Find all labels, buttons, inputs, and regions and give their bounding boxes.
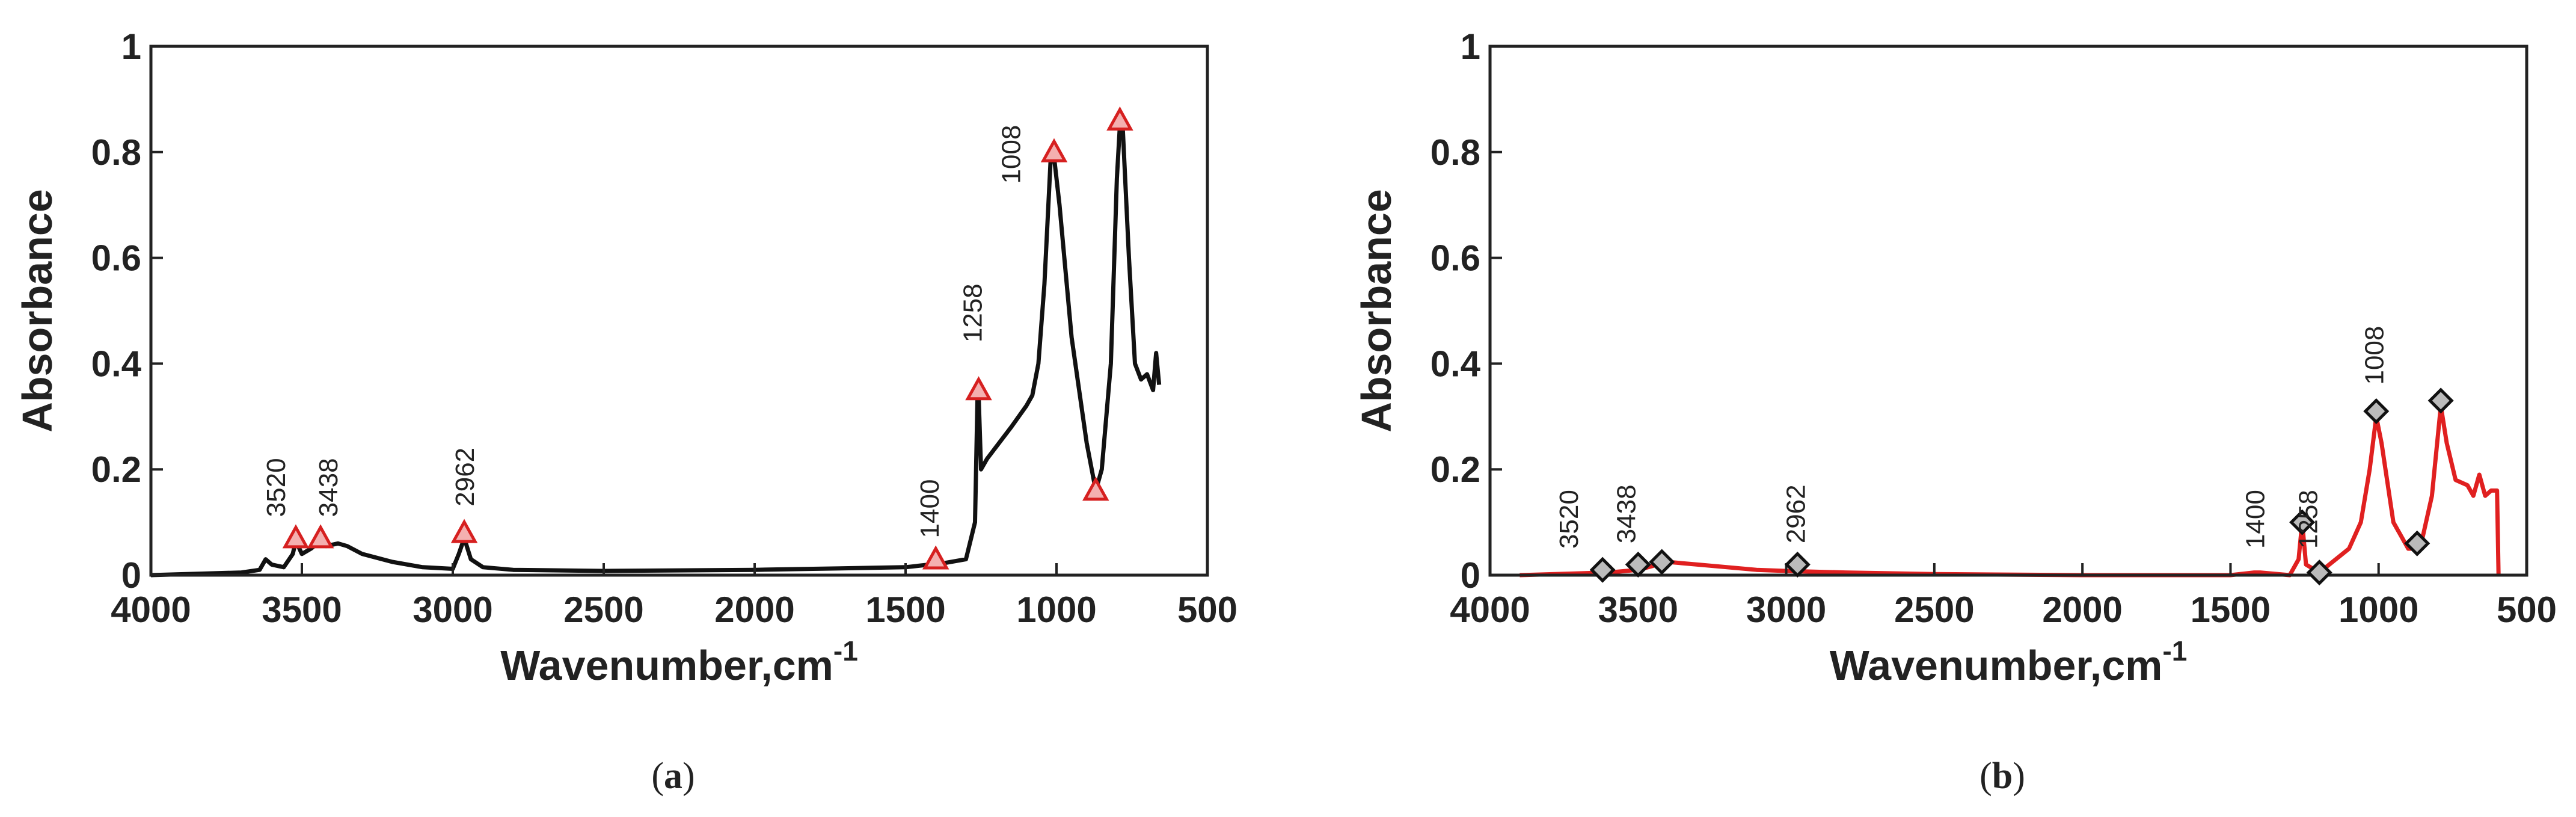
- peak-label: 2962: [450, 448, 480, 507]
- peak-marker: [1106, 106, 1133, 131]
- caption-close: ): [2013, 756, 2025, 797]
- peak-label: 1400: [2240, 490, 2270, 549]
- plot-frame: [149, 45, 1209, 577]
- y-tick-label: 0.4: [91, 344, 142, 384]
- peak-marker: [1082, 476, 1109, 501]
- x-axis-label-superscript: -1: [833, 635, 858, 667]
- x-axis-label: Wavenumber,cm-1: [1830, 635, 2188, 689]
- y-tick-label: 0: [1461, 555, 1480, 596]
- plot-frame: [1488, 45, 2528, 577]
- y-tick-label: 0.6: [91, 238, 141, 279]
- peak-marker: [1625, 551, 1651, 578]
- x-tick-label: 1000: [2338, 590, 2418, 630]
- peak-label: 3438: [1612, 484, 1642, 543]
- data-line: [150, 123, 1162, 578]
- peak-label: 1008: [997, 125, 1026, 184]
- x-tick-label: 500: [1177, 590, 1237, 630]
- data-line: [1520, 404, 2501, 578]
- peak-marker: [1040, 138, 1068, 162]
- x-tick-label: 4000: [1450, 590, 1530, 630]
- x-tick-label: 500: [2497, 590, 2557, 630]
- chart: 0 0.2 0.4 0.6 0.8 1 4000 3500 3000 2500 2000 1500 10…: [14, 26, 1237, 797]
- x-axis-label-text: Wavenumber,cm: [1830, 642, 2163, 689]
- x-tick-label: 1500: [865, 590, 945, 630]
- peak-marker: [1649, 549, 1675, 575]
- peak-label: 1258: [958, 283, 987, 342]
- caption: (b): [1980, 756, 2025, 797]
- x-tick-label: 4000: [111, 590, 191, 630]
- peak-marker: [965, 376, 992, 401]
- x-tick-label: 3500: [262, 590, 342, 630]
- y-tick-label: 0.6: [1431, 238, 1480, 279]
- caption-open: (: [1980, 756, 1992, 797]
- peak-label: 3520: [262, 458, 291, 517]
- x-tick-label: 2000: [2042, 590, 2122, 630]
- x-tick-label: 1500: [2191, 590, 2271, 630]
- peak-label: 3520: [1554, 490, 1584, 549]
- x-axis-label-text: Wavenumber,cm: [500, 642, 833, 689]
- y-axis-label: Absorbance: [1353, 189, 1400, 433]
- x-tick-label: 2000: [714, 590, 794, 630]
- peak-marker: [2427, 387, 2454, 414]
- peak-marker: [307, 524, 334, 549]
- x-axis-label-superscript: -1: [2162, 635, 2187, 667]
- y-tick-label: 0.2: [1431, 449, 1480, 490]
- peak-marker: [922, 545, 949, 570]
- caption-open: (: [651, 756, 664, 797]
- peak-label: 1258: [2293, 490, 2323, 549]
- y-axis-label: Absorbance: [14, 189, 61, 433]
- y-tick-label: 0.4: [1431, 344, 1481, 384]
- peak-marker: [2404, 530, 2430, 556]
- x-tick-label: 3000: [1746, 590, 1826, 630]
- y-tick-label: 0.8: [1431, 132, 1480, 173]
- peak-marker: [2363, 398, 2390, 425]
- peak-label: 3438: [314, 458, 343, 517]
- peak-marker: [282, 524, 310, 549]
- x-tick-label: 2500: [563, 590, 643, 630]
- y-tick-label: 0.8: [91, 132, 141, 173]
- x-tick-label: 3500: [1598, 590, 1678, 630]
- y-tick-label: 0: [121, 555, 141, 596]
- peak-marker: [2289, 509, 2316, 535]
- peak-marker: [1784, 551, 1811, 578]
- x-axis-label: Wavenumber,cm-1: [500, 635, 858, 689]
- y-tick-label: 1: [1461, 26, 1480, 67]
- caption-close: ): [682, 756, 695, 797]
- caption-letter: a: [664, 756, 682, 797]
- caption: (a): [651, 756, 695, 797]
- chart: 0 0.2 0.4 0.6 0.8 1 4000 3500 3000 2500 2000 1500 10…: [1353, 26, 2557, 797]
- peak-label: 1400: [915, 479, 945, 538]
- caption-letter: b: [1992, 756, 2013, 797]
- peak-marker: [1589, 556, 1616, 583]
- peak-label: 2962: [1781, 484, 1811, 543]
- peak-label: 1008: [2360, 326, 2389, 385]
- peak-marker: [450, 519, 478, 543]
- y-tick-label: 0.2: [91, 449, 141, 490]
- x-tick-label: 2500: [1894, 590, 1974, 630]
- peak-marker: [2306, 560, 2332, 586]
- x-tick-label: 1000: [1016, 590, 1096, 630]
- y-tick-label: 1: [121, 26, 141, 67]
- x-tick-label: 3000: [412, 590, 492, 630]
